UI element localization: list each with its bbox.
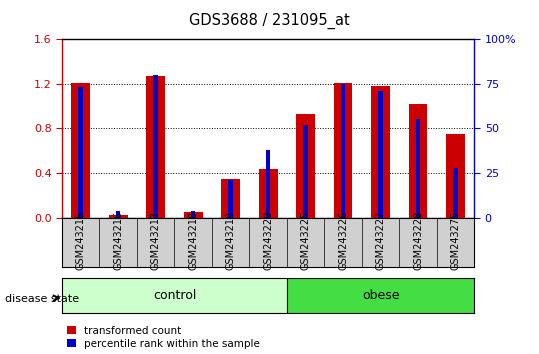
Bar — [409, 104, 427, 218]
Bar — [71, 82, 90, 218]
Bar — [266, 150, 271, 218]
Bar — [296, 114, 315, 218]
Bar — [229, 180, 233, 218]
Bar — [62, 278, 287, 313]
Bar — [378, 91, 383, 218]
Text: GDS3688 / 231095_at: GDS3688 / 231095_at — [189, 12, 350, 29]
Bar — [184, 212, 203, 218]
Bar — [341, 84, 345, 218]
Bar — [259, 169, 278, 218]
Text: control: control — [153, 289, 196, 302]
Text: disease state: disease state — [5, 294, 80, 304]
Bar — [303, 125, 308, 218]
Bar — [453, 168, 458, 218]
Bar — [146, 76, 165, 218]
Bar — [222, 179, 240, 218]
Legend: transformed count, percentile rank within the sample: transformed count, percentile rank withi… — [67, 326, 260, 349]
Text: obese: obese — [362, 289, 399, 302]
Bar — [191, 211, 196, 218]
Bar — [109, 216, 128, 218]
Bar — [116, 211, 120, 218]
Bar — [79, 87, 83, 218]
Bar — [371, 86, 390, 218]
Bar — [416, 119, 420, 218]
Bar — [334, 82, 353, 218]
Bar — [287, 278, 474, 313]
Bar — [446, 134, 465, 218]
Bar — [154, 75, 158, 218]
